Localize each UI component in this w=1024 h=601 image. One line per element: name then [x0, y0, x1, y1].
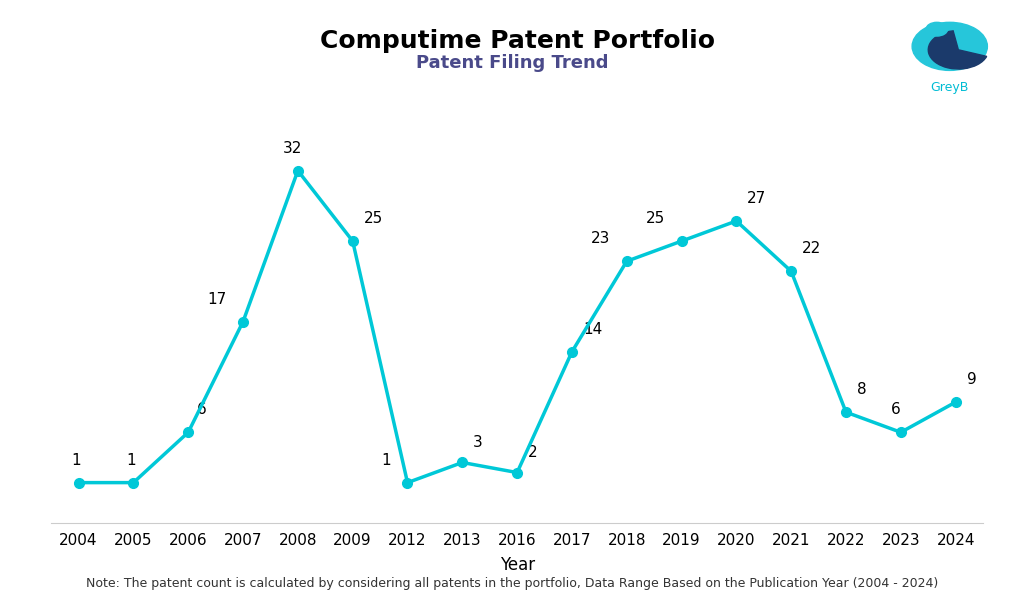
Text: 23: 23 — [591, 231, 610, 246]
Circle shape — [926, 22, 947, 36]
Text: Patent Filing Trend: Patent Filing Trend — [416, 54, 608, 72]
Text: 1: 1 — [71, 453, 81, 468]
Text: 8: 8 — [857, 382, 866, 397]
Text: 25: 25 — [646, 211, 666, 226]
Text: 14: 14 — [583, 322, 602, 337]
Text: 6: 6 — [891, 402, 900, 417]
Text: 2: 2 — [528, 445, 538, 460]
Text: 32: 32 — [283, 141, 302, 156]
Text: Note: The patent count is calculated by considering all patents in the portfolio: Note: The patent count is calculated by … — [86, 577, 938, 590]
Title: Computime Patent Portfolio: Computime Patent Portfolio — [319, 29, 715, 53]
Circle shape — [912, 22, 987, 70]
Text: 17: 17 — [207, 291, 226, 307]
Text: 27: 27 — [748, 191, 767, 206]
Text: 6: 6 — [197, 402, 206, 417]
Text: 3: 3 — [473, 435, 483, 450]
X-axis label: Year: Year — [500, 556, 535, 574]
Text: GreyB: GreyB — [931, 81, 969, 94]
Text: 1: 1 — [381, 453, 391, 468]
Text: 25: 25 — [364, 211, 383, 226]
Text: 22: 22 — [802, 241, 821, 256]
Text: 1: 1 — [126, 453, 135, 468]
Text: 9: 9 — [967, 372, 976, 387]
Wedge shape — [929, 31, 987, 69]
